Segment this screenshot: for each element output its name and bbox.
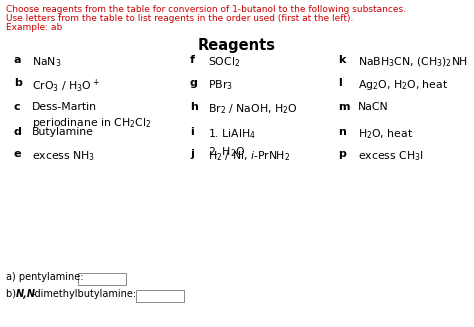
Text: N,N: N,N — [16, 289, 36, 299]
Text: i: i — [190, 127, 194, 137]
Text: H$_2$ / Ni, $i$-PrNH$_2$: H$_2$ / Ni, $i$-PrNH$_2$ — [208, 149, 290, 163]
Text: SOCl$_2$: SOCl$_2$ — [208, 55, 240, 69]
Text: n: n — [338, 127, 346, 137]
Text: Dess-Martin
periodinane in CH$_2$Cl$_2$: Dess-Martin periodinane in CH$_2$Cl$_2$ — [32, 102, 151, 130]
Text: H$_2$O, heat: H$_2$O, heat — [358, 127, 413, 141]
Text: l: l — [338, 78, 342, 88]
Text: NaCN: NaCN — [358, 102, 389, 112]
Text: Choose reagents from the table for conversion of 1-butanol to the following subs: Choose reagents from the table for conve… — [6, 5, 406, 14]
Text: excess NH$_3$: excess NH$_3$ — [32, 149, 95, 163]
Text: p: p — [338, 149, 346, 159]
Text: Reagents: Reagents — [198, 38, 276, 53]
Text: Butylamine: Butylamine — [32, 127, 94, 137]
Text: Example: ab: Example: ab — [6, 23, 62, 32]
Text: h: h — [190, 102, 198, 112]
Text: a) pentylamine:: a) pentylamine: — [6, 272, 83, 282]
Text: PBr$_3$: PBr$_3$ — [208, 78, 233, 92]
Text: e: e — [14, 149, 21, 159]
Text: j: j — [190, 149, 194, 159]
Text: m: m — [338, 102, 349, 112]
Text: 1. LiAlH$_4$
2. H$_2$O: 1. LiAlH$_4$ 2. H$_2$O — [208, 127, 256, 159]
FancyBboxPatch shape — [78, 273, 126, 285]
Text: Ag$_2$O, H$_2$O, heat: Ag$_2$O, H$_2$O, heat — [358, 78, 448, 92]
Text: CrO$_3$ / H$_3$O$^+$: CrO$_3$ / H$_3$O$^+$ — [32, 78, 100, 95]
Text: b: b — [14, 78, 22, 88]
Text: g: g — [190, 78, 198, 88]
Text: b): b) — [6, 289, 19, 299]
Text: Use letters from the table to list reagents in the order used (first at the left: Use letters from the table to list reage… — [6, 14, 354, 23]
Text: k: k — [338, 55, 346, 65]
Text: d: d — [14, 127, 22, 137]
FancyBboxPatch shape — [136, 290, 184, 302]
Text: NaBH$_3$CN, (CH$_3$)$_2$NH: NaBH$_3$CN, (CH$_3$)$_2$NH — [358, 55, 468, 69]
Text: -dimethylbutylamine:: -dimethylbutylamine: — [32, 289, 137, 299]
Text: Br$_2$ / NaOH, H$_2$O: Br$_2$ / NaOH, H$_2$O — [208, 102, 298, 116]
Text: a: a — [14, 55, 21, 65]
Text: NaN$_3$: NaN$_3$ — [32, 55, 61, 69]
Text: excess CH$_3$I: excess CH$_3$I — [358, 149, 424, 163]
Text: c: c — [14, 102, 21, 112]
Text: f: f — [190, 55, 195, 65]
